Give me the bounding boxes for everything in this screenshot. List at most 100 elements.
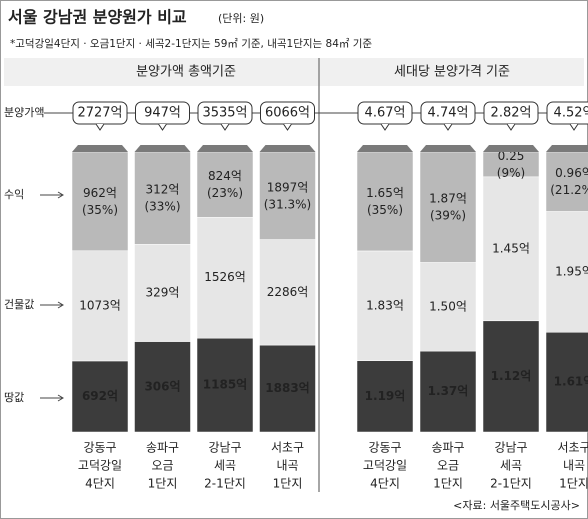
category-label: 송파구 xyxy=(146,441,179,455)
segment-label: 312억 xyxy=(146,183,180,197)
total-label: 4.67억 xyxy=(365,106,406,121)
total-pointer xyxy=(569,123,579,131)
category-label: 4단지 xyxy=(85,477,115,491)
bar-cap xyxy=(134,145,191,152)
row-arrow xyxy=(57,191,64,199)
total-pointer xyxy=(506,123,516,131)
bar-segment xyxy=(134,243,191,342)
footnote: *고덕강일4단지 · 오금1단지 · 세곡2-1단지는 59㎡ 기준, 내곡1단… xyxy=(10,37,372,50)
category-label: 2-1단지 xyxy=(490,477,532,491)
row-arrow xyxy=(57,394,64,402)
segment-label: 692억 xyxy=(82,389,118,403)
category-label: 강남구 xyxy=(208,441,241,455)
segment-label: 962억 xyxy=(83,186,117,200)
total-label: 947억 xyxy=(144,106,181,121)
segment-label: 0.96억 xyxy=(555,166,588,180)
segment-label: 1.12억 xyxy=(491,369,532,383)
category-label: 강동구 xyxy=(368,441,401,455)
bar-cap xyxy=(197,145,253,152)
bar-segment xyxy=(259,239,316,346)
total-label: 4.74억 xyxy=(428,106,469,121)
bar-segment xyxy=(134,151,191,245)
bar-cap xyxy=(420,145,476,152)
bar-segment xyxy=(356,360,414,433)
total-label: 2.82억 xyxy=(491,106,532,121)
row-arrow xyxy=(57,301,64,309)
segment-label: 1.87억 xyxy=(429,192,467,206)
segment-label: 329억 xyxy=(146,285,180,299)
total-pointer xyxy=(158,123,167,131)
segment-label: 1.65억 xyxy=(366,186,404,200)
bar-segment xyxy=(196,151,254,218)
bar-segment xyxy=(356,151,414,252)
bar-segment xyxy=(259,344,316,433)
category-label: 강동구 xyxy=(83,441,116,455)
segment-label: 1.50억 xyxy=(429,299,467,313)
bar-segment xyxy=(482,320,540,433)
panel-title: 분양가액 총액기준 xyxy=(136,65,236,80)
share-label: (33%) xyxy=(144,200,180,214)
category-label: 세곡 xyxy=(500,459,522,473)
category-label: 오금 xyxy=(437,459,459,473)
segment-label: 1.37억 xyxy=(428,384,469,398)
category-label: 송파구 xyxy=(431,441,464,455)
total-label: 2727억 xyxy=(77,106,122,121)
share-label: (35%) xyxy=(82,203,118,217)
category-label: 내곡 xyxy=(563,459,585,473)
bar-cap xyxy=(357,145,413,152)
total-label: 3535억 xyxy=(202,106,247,121)
total-pointer xyxy=(283,123,292,131)
row-label: 수익 xyxy=(4,188,24,201)
total-pointer xyxy=(380,123,390,131)
share-label: (35%) xyxy=(367,203,403,217)
segment-label: 1883억 xyxy=(265,381,309,395)
segment-label: 1073억 xyxy=(79,298,121,312)
bar-segment xyxy=(419,262,477,352)
bar-cap xyxy=(483,145,539,152)
total-label: 6066억 xyxy=(265,106,310,121)
segment-label: 306억 xyxy=(144,379,180,393)
category-label: 내곡 xyxy=(276,459,298,473)
panel-title: 세대당 분양가격 기준 xyxy=(394,65,510,80)
bar-segment xyxy=(71,360,129,433)
category-label: 1단지 xyxy=(148,477,178,491)
source: <자료: 서울주택도시공사> xyxy=(453,499,580,512)
category-label: 1단지 xyxy=(433,477,463,491)
category-label: 1단지 xyxy=(559,477,588,491)
share-label: (23%) xyxy=(207,186,243,200)
row-label: 분양가액 xyxy=(4,106,44,119)
bar-segment xyxy=(545,211,588,333)
bar-segment xyxy=(134,341,191,433)
bar-segment xyxy=(482,151,540,178)
title: 서울 강남권 분양원가 비교 xyxy=(8,8,187,27)
segment-label: 1526억 xyxy=(204,270,246,284)
segment-label: 1.19억 xyxy=(365,389,406,403)
category-label: 4단지 xyxy=(370,477,400,491)
bar-segment xyxy=(545,151,588,212)
segment-label: 1.95억 xyxy=(555,264,588,278)
category-label: 세곡 xyxy=(214,459,236,473)
category-label: 서초구 xyxy=(271,441,304,455)
category-label: 오금 xyxy=(151,459,173,473)
bar-segment xyxy=(419,151,477,263)
category-label: 서초구 xyxy=(557,441,588,455)
category-label: 강남구 xyxy=(494,441,527,455)
bar-segment xyxy=(356,250,414,361)
category-label: 고덕강일 xyxy=(363,459,407,473)
bar-cap xyxy=(72,145,128,152)
category-label: 고덕강일 xyxy=(78,459,122,473)
unit-note: (단위: 원) xyxy=(218,12,264,25)
share-label: (9%) xyxy=(497,166,525,180)
bar-segment xyxy=(196,337,254,433)
segment-label: 824억 xyxy=(208,169,242,183)
bar-segment xyxy=(71,151,129,252)
segment-label: 1.83억 xyxy=(366,298,404,312)
segment-label: 2286억 xyxy=(267,285,309,299)
segment-label: 1.61억 xyxy=(554,375,588,389)
bar-cap xyxy=(546,145,588,152)
share-label: (31.3%) xyxy=(264,197,311,211)
share-label: (39%) xyxy=(430,209,466,223)
row-label: 건물값 xyxy=(4,298,34,311)
share-label: (21.2%) xyxy=(550,183,588,197)
